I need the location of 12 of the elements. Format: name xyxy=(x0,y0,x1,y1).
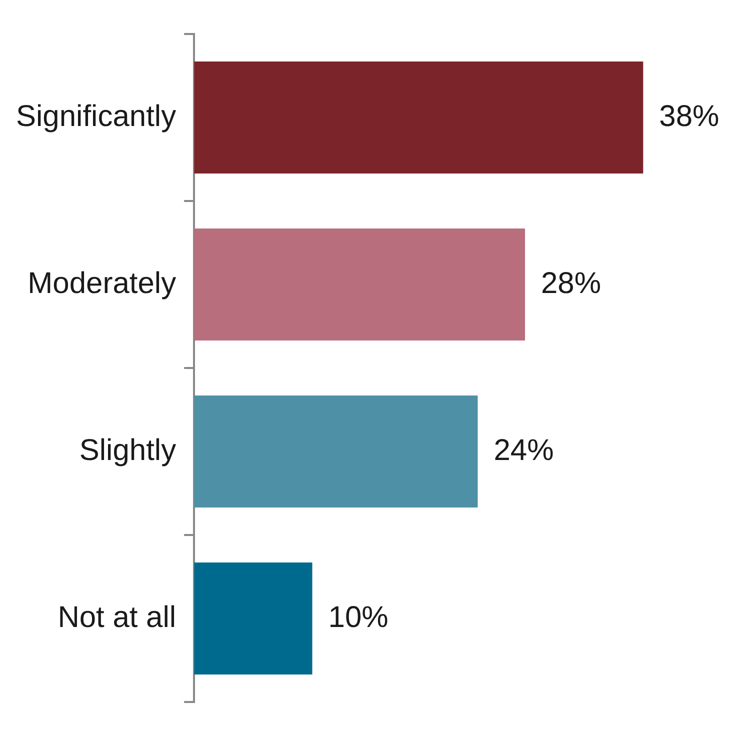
bar xyxy=(194,62,644,174)
bar xyxy=(194,562,312,674)
bar xyxy=(194,396,478,508)
y-tick-label: Not at all xyxy=(58,600,176,634)
bar xyxy=(194,228,525,340)
data-label: 10% xyxy=(328,600,388,634)
data-label: 24% xyxy=(494,434,554,467)
y-tick-label: Significantly xyxy=(16,100,176,133)
data-label: 28% xyxy=(540,266,602,300)
y-tick-label: Slightly xyxy=(79,434,176,467)
y-tick-label: Moderately xyxy=(28,266,176,300)
data-label: 38% xyxy=(659,100,720,133)
